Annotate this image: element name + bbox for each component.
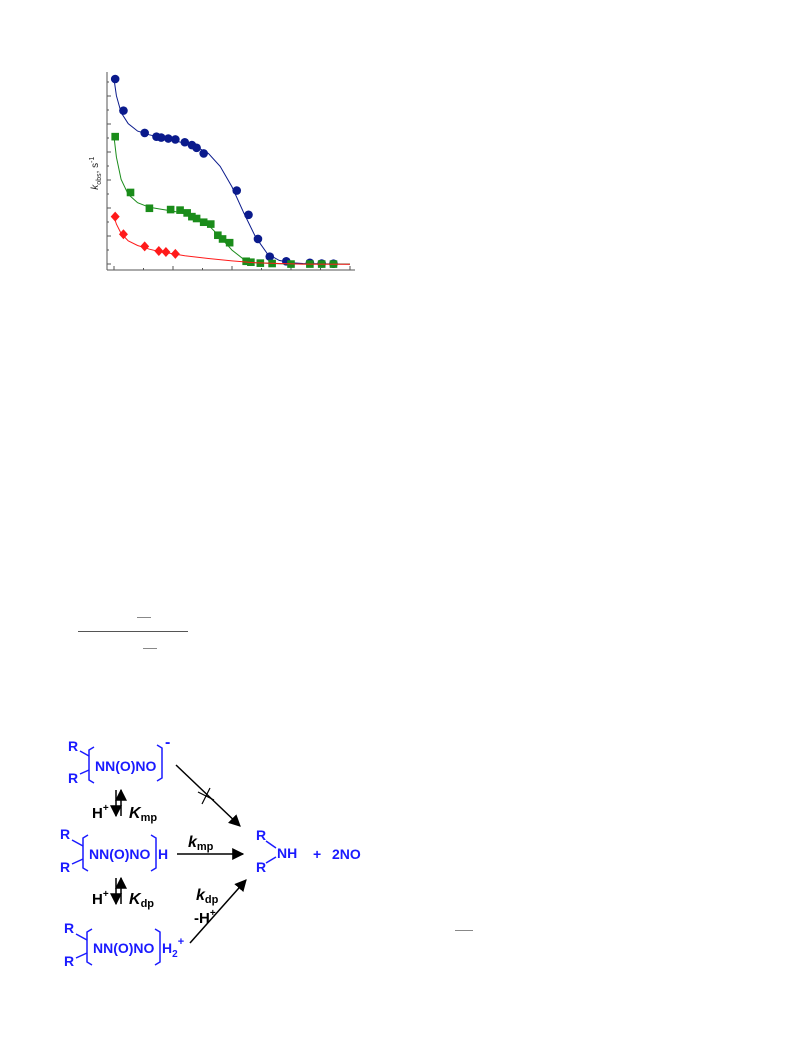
data-point xyxy=(170,248,180,259)
bracket-right-3 xyxy=(154,928,161,966)
y-axis-label-sub: obs xyxy=(96,173,104,185)
data-point xyxy=(140,241,150,252)
charge-1: - xyxy=(165,734,170,751)
blocked-arrow xyxy=(175,764,241,827)
k-dp-label: kdp xyxy=(196,887,219,906)
product-plus: + xyxy=(313,846,321,862)
data-point xyxy=(218,235,227,243)
species-anion: R R NN(O)NO - xyxy=(68,734,170,786)
r-group-2a: R xyxy=(60,826,70,842)
r-group-3b: R xyxy=(64,953,74,969)
data-point xyxy=(140,128,149,138)
data-point xyxy=(180,137,190,147)
data-point xyxy=(192,214,201,223)
equilibrium-2: H+ Kdp xyxy=(92,876,154,910)
y-axis-label-unit: , s xyxy=(90,162,102,174)
kdp-pathway: kdp -H+ xyxy=(189,879,247,944)
data-point xyxy=(171,135,180,144)
data-point xyxy=(192,143,201,153)
species-1-label: NN(O)NO xyxy=(95,758,157,774)
bond-2a xyxy=(71,839,84,847)
r-group-1a: R xyxy=(68,738,78,754)
bracket-left-3 xyxy=(86,928,93,966)
data-point xyxy=(161,246,171,257)
cross-mark-b xyxy=(201,787,211,805)
data-point xyxy=(176,206,184,214)
y-axis-label: kobs, s-1 xyxy=(89,143,103,203)
blocked-pathway xyxy=(175,764,241,827)
r-group-2b: R xyxy=(60,859,70,875)
data-point xyxy=(154,246,164,257)
product-amine: NH xyxy=(277,845,297,861)
products: R R NH + 2NO xyxy=(256,827,361,875)
product-no: 2NO xyxy=(332,846,361,862)
fit-curve-1 xyxy=(113,78,351,265)
r-group-1b: R xyxy=(68,770,78,786)
data-point xyxy=(110,211,120,222)
species-3-label: NN(O)NO xyxy=(93,940,155,956)
species-neutral: R R NN(O)NO H xyxy=(60,826,168,875)
product-r-a: R xyxy=(256,827,266,843)
data-point xyxy=(118,229,128,240)
data-point xyxy=(199,218,208,227)
data-point xyxy=(188,212,196,221)
suffix-2: H xyxy=(158,846,168,862)
data-point xyxy=(111,132,119,141)
data-point xyxy=(225,238,234,247)
data-point xyxy=(242,257,250,266)
kdp-arrow xyxy=(189,879,247,944)
y-axis-label-sup: -1 xyxy=(88,156,96,163)
kobs-plot xyxy=(106,72,355,271)
bond-2b xyxy=(71,858,84,865)
data-point xyxy=(145,204,154,213)
k-dp-eq-label: Kdp xyxy=(129,891,154,910)
equation-bar-right xyxy=(455,930,473,931)
species-cation: R R NN(O)NO H2+ xyxy=(64,920,184,969)
minus-h-label: -H+ xyxy=(194,908,216,927)
data-point xyxy=(119,106,128,115)
data-point xyxy=(244,210,253,220)
equation-bar-bottom xyxy=(143,648,157,649)
product-bond-a xyxy=(265,840,277,849)
data-point xyxy=(265,252,275,261)
data-point xyxy=(126,188,135,197)
bond-3b xyxy=(75,952,88,959)
product-bond-b xyxy=(265,856,277,864)
species-2-label: NN(O)NO xyxy=(89,846,151,862)
data-point xyxy=(232,186,242,195)
data-point xyxy=(214,231,222,240)
h-plus-1: H+ xyxy=(92,803,109,822)
equation-fraction-line xyxy=(78,631,188,632)
bond-1a xyxy=(79,750,90,757)
k-mp-eq-label: Kmp xyxy=(129,805,157,824)
suffix-3: H2+ xyxy=(162,936,184,960)
bracket-left-2 xyxy=(82,834,89,872)
bracket-right-1 xyxy=(156,744,163,782)
data-point xyxy=(199,149,208,158)
data-point xyxy=(156,133,166,142)
data-point xyxy=(253,234,263,244)
product-r-b: R xyxy=(256,859,266,875)
bond-1b xyxy=(79,769,90,775)
bond-3a xyxy=(75,933,88,941)
data-point xyxy=(206,220,215,228)
k-mp-label: kmp xyxy=(188,834,214,853)
data-point xyxy=(183,209,191,217)
bracket-left-1 xyxy=(88,746,95,784)
r-group-3a: R xyxy=(64,920,74,936)
data-point xyxy=(166,205,175,214)
equilibrium-1: H+ Kmp xyxy=(92,788,157,824)
data-point xyxy=(110,74,120,84)
kmp-pathway: kmp xyxy=(177,834,245,860)
data-point xyxy=(163,134,173,143)
equation-bar-top xyxy=(137,617,151,618)
h-plus-2: H+ xyxy=(92,889,109,908)
bracket-right-2 xyxy=(150,834,157,872)
reaction-scheme: R R NN(O)NO - H+ Kmp R R NN(O)NO H H+ Kd… xyxy=(60,734,361,969)
y-axis-label-main: k xyxy=(90,184,102,190)
